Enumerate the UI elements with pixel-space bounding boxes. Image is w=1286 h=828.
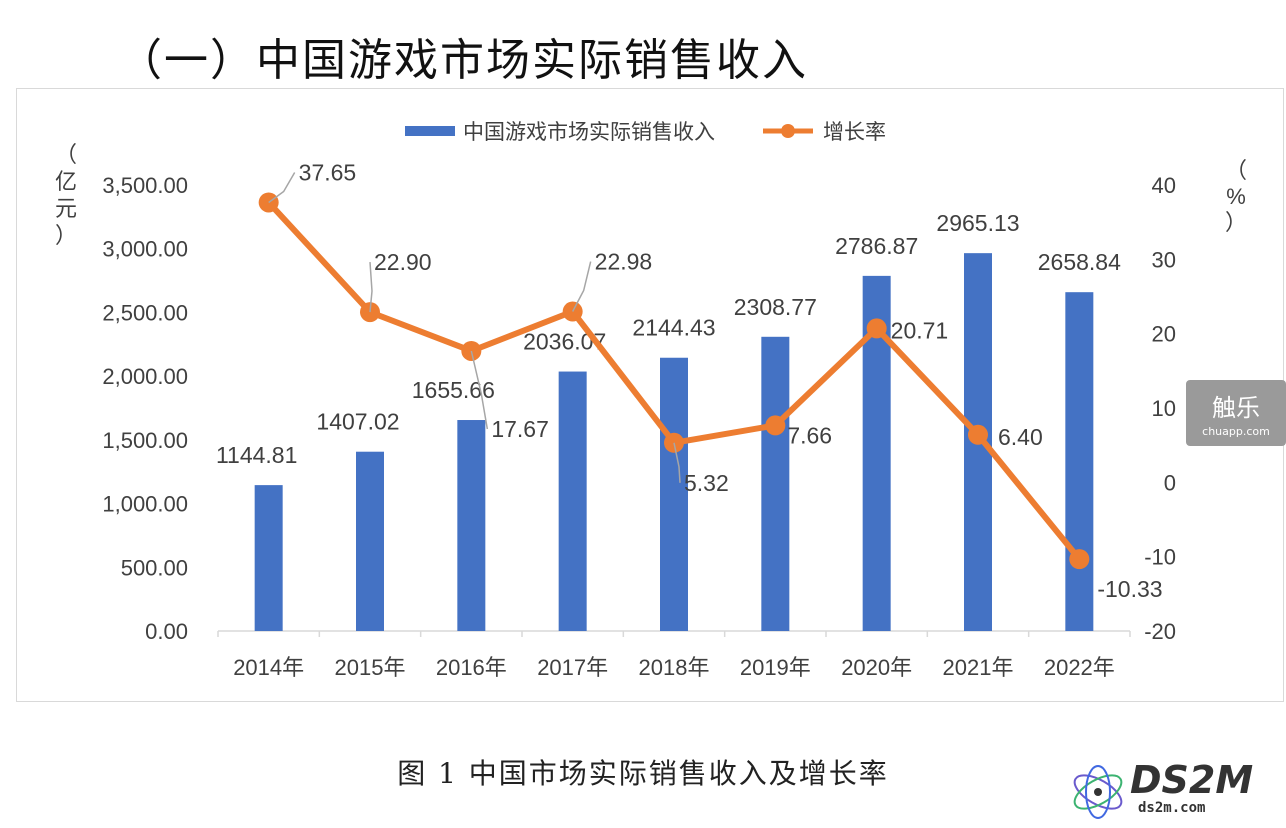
label-leader-line xyxy=(572,261,592,312)
y-right-tick-label: 0 xyxy=(1164,470,1176,495)
y-left-tick-label: 500.00 xyxy=(121,555,188,580)
ds2m-site: ds2m.com xyxy=(1138,800,1206,816)
growth-rate-label: 5.32 xyxy=(684,470,729,496)
y-left-unit-char: 亿 xyxy=(55,169,77,194)
growth-rate-label: 37.65 xyxy=(299,159,357,185)
growth-rate-point xyxy=(765,415,786,436)
x-tick-label: 2021年 xyxy=(943,655,1014,680)
legend-bar-label: 中国游戏市场实际销售收入 xyxy=(463,121,715,144)
y-right-unit-char: % xyxy=(1226,184,1246,209)
label-leader-line xyxy=(673,442,681,483)
x-tick-label: 2014年 xyxy=(233,655,304,680)
bar-value-label: 1144.81 xyxy=(216,442,297,468)
growth-rate-point xyxy=(1069,549,1090,570)
y-left-unit-char: 元 xyxy=(55,196,77,221)
x-tick-label: 2022年 xyxy=(1044,655,1115,680)
label-leader-line xyxy=(369,262,373,313)
atom-logo-icon xyxy=(1073,765,1123,819)
section-heading: （一）中国游戏市场实际销售收入 xyxy=(118,35,808,86)
bar-value-label: 1407.02 xyxy=(316,409,399,435)
legend-line-marker xyxy=(781,124,795,138)
bar-value-label: 2308.77 xyxy=(734,294,817,320)
bar xyxy=(761,336,790,631)
y-right-tick-label: 10 xyxy=(1152,396,1176,421)
x-tick-label: 2017年 xyxy=(537,655,608,680)
figure-caption: 图 1 中国市场实际销售收入及增长率 xyxy=(397,757,889,790)
legend-bar-swatch xyxy=(405,126,455,136)
bar-value-label: 2658.84 xyxy=(1038,249,1121,275)
watermark-badge-url: chuapp.com xyxy=(1202,425,1270,438)
growth-rate-label: -10.33 xyxy=(1097,576,1162,602)
combo-chart: 0.00 500.00 1,000.00 1,500.00 2,000.00 2,500.… xyxy=(55,121,1247,680)
y-left-tick-label: 3,500.00 xyxy=(102,173,188,198)
y-right-tick-label: 40 xyxy=(1152,173,1176,198)
y-right-tick-label: 30 xyxy=(1152,247,1176,272)
growth-rate-label: 22.98 xyxy=(595,249,653,275)
y-right-unit-char: （ xyxy=(1225,158,1247,183)
y-left-unit-char: ） xyxy=(55,223,77,248)
growth-rate-point xyxy=(866,318,887,339)
label-leader-line xyxy=(268,172,296,204)
growth-rate-point xyxy=(968,424,988,445)
x-tick-label: 2020年 xyxy=(841,655,912,680)
legend-line-label: 增长率 xyxy=(823,121,886,144)
growth-rate-label: 17.67 xyxy=(491,416,549,442)
bar xyxy=(254,485,283,631)
ds2m-brand: DS2M xyxy=(1130,758,1254,802)
y-right-tick-label: -20 xyxy=(1144,619,1176,644)
bar xyxy=(558,371,587,631)
bar-value-label: 2786.87 xyxy=(835,233,918,259)
x-tick-label: 2015年 xyxy=(335,655,406,680)
growth-rate-label: 22.90 xyxy=(374,249,432,275)
growth-rate-label: 7.66 xyxy=(787,422,832,448)
y-left-tick-label: 2,500.00 xyxy=(102,300,188,325)
label-leader-line xyxy=(470,350,489,430)
watermark-badge: 触乐 chuapp.com xyxy=(1186,380,1286,446)
y-right-tick-label: -10 xyxy=(1144,545,1176,570)
x-tick-label: 2018年 xyxy=(639,655,710,680)
y-right-tick-label: 20 xyxy=(1152,322,1176,347)
x-tick-label: 2019年 xyxy=(740,655,811,680)
y-left-tick-label: 1,500.00 xyxy=(102,428,188,453)
bar xyxy=(356,451,384,631)
bar xyxy=(660,357,688,631)
y-left-unit-char: （ xyxy=(55,142,77,167)
bar xyxy=(457,420,486,631)
y-left-tick-label: 2,000.00 xyxy=(102,364,188,389)
y-left-tick-label: 1,000.00 xyxy=(102,492,188,517)
x-tick-label: 2016年 xyxy=(436,655,507,680)
growth-rate-label: 6.40 xyxy=(998,424,1043,450)
bar-value-label: 2965.13 xyxy=(936,210,1019,236)
y-right-unit-char: ） xyxy=(1225,210,1247,235)
y-left-tick-label: 0.00 xyxy=(145,619,188,644)
watermark-badge-text: 触乐 xyxy=(1212,394,1260,422)
y-left-tick-label: 3,000.00 xyxy=(102,237,188,262)
bar xyxy=(1065,292,1094,631)
ds2m-logo: DS2M ds2m.com xyxy=(1064,758,1274,822)
bar-value-label: 2144.43 xyxy=(632,315,715,341)
growth-rate-label: 20.71 xyxy=(891,317,949,343)
